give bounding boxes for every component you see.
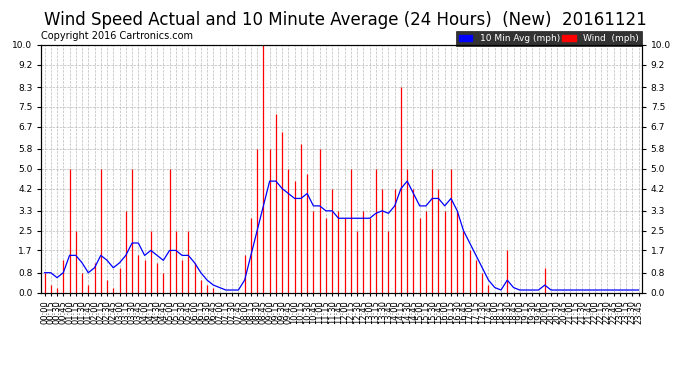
Text: Copyright 2016 Cartronics.com: Copyright 2016 Cartronics.com bbox=[41, 32, 193, 41]
Text: Wind Speed Actual and 10 Minute Average (24 Hours)  (New)  20161121: Wind Speed Actual and 10 Minute Average … bbox=[43, 11, 647, 29]
Legend: 10 Min Avg (mph), Wind  (mph): 10 Min Avg (mph), Wind (mph) bbox=[456, 32, 642, 46]
